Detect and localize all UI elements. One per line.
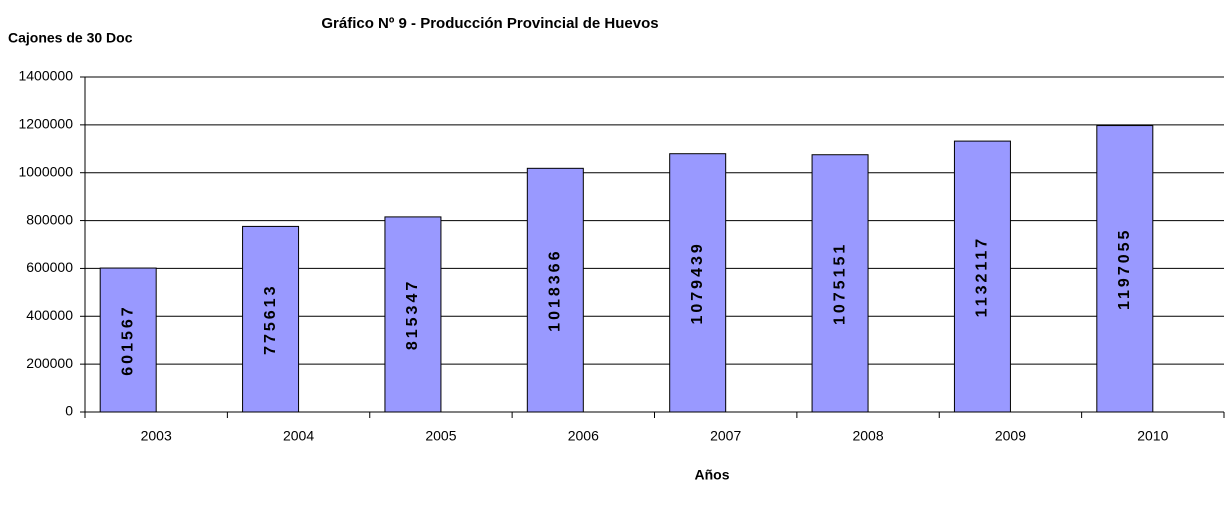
chart-title: Gráfico Nº 9 - Producción Provincial de … xyxy=(321,15,658,32)
bar xyxy=(1096,125,1154,413)
data-label: 1197055 xyxy=(1116,228,1133,310)
bar xyxy=(811,154,869,413)
x-tick-label: 2006 xyxy=(568,428,599,444)
x-tick-label: 2004 xyxy=(283,428,314,444)
x-tick-label: 2008 xyxy=(852,428,883,444)
data-label: 1075151 xyxy=(831,242,848,325)
data-label: 775613 xyxy=(262,284,279,355)
data-label: 1079439 xyxy=(689,241,706,324)
data-label: 1132117 xyxy=(974,236,991,318)
x-tick-label: 2007 xyxy=(710,428,741,444)
x-tick-label: 2009 xyxy=(995,428,1026,444)
data-label: 815347 xyxy=(404,279,421,350)
y-tick-label: 800000 xyxy=(26,211,73,227)
data-label: 601567 xyxy=(119,304,136,375)
bar xyxy=(669,153,727,413)
x-tick-label: 2003 xyxy=(141,428,172,444)
y-tick-label: 600000 xyxy=(26,259,73,275)
y-tick-label: 200000 xyxy=(26,355,73,371)
y-tick-label: 1400000 xyxy=(18,68,73,84)
y-tick-label: 0 xyxy=(65,403,73,419)
y-axis-label: Cajones de 30 Doc xyxy=(8,30,133,46)
x-axis-label: Años xyxy=(695,467,730,483)
x-tick-label: 2005 xyxy=(425,428,456,444)
data-label: 1018366 xyxy=(547,249,564,332)
bar xyxy=(242,225,300,413)
bar xyxy=(953,140,1011,413)
x-tick-label: 2010 xyxy=(1137,428,1168,444)
y-tick-label: 400000 xyxy=(26,307,73,323)
bar xyxy=(526,167,584,413)
y-tick-label: 1000000 xyxy=(18,163,73,179)
y-tick-label: 1200000 xyxy=(18,116,73,132)
